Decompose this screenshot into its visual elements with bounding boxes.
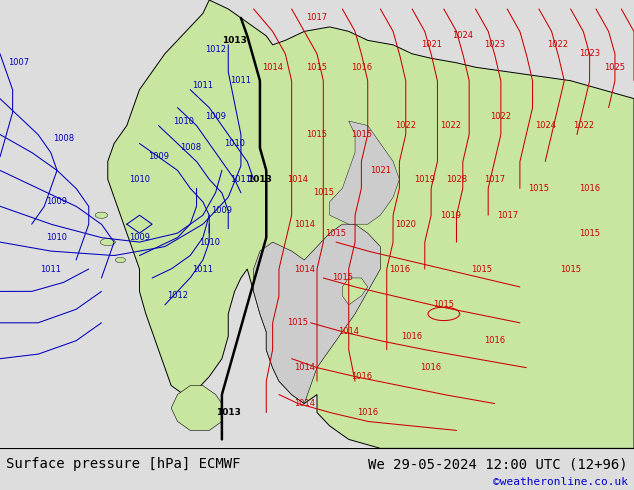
Text: 1011: 1011 xyxy=(230,76,252,85)
Text: 1009: 1009 xyxy=(46,197,68,206)
Text: 1009: 1009 xyxy=(205,112,226,121)
Text: 1015: 1015 xyxy=(433,300,455,309)
Text: 1019: 1019 xyxy=(414,175,436,184)
Polygon shape xyxy=(342,278,368,305)
Text: 1015: 1015 xyxy=(560,265,581,273)
Text: 1017: 1017 xyxy=(496,211,518,220)
Text: 1013: 1013 xyxy=(216,408,241,417)
Text: 1015: 1015 xyxy=(579,229,600,238)
Text: 1017: 1017 xyxy=(306,13,328,23)
Text: 1017: 1017 xyxy=(484,175,505,184)
Text: Surface pressure [hPa] ECMWF: Surface pressure [hPa] ECMWF xyxy=(6,457,241,471)
Text: 1012: 1012 xyxy=(167,292,188,300)
Text: 1023: 1023 xyxy=(484,40,505,49)
Text: 1016: 1016 xyxy=(579,184,600,193)
Polygon shape xyxy=(254,224,380,404)
Text: 1014: 1014 xyxy=(338,327,359,336)
Text: 1008: 1008 xyxy=(53,134,74,144)
Polygon shape xyxy=(171,386,222,430)
Text: 1022: 1022 xyxy=(547,40,569,49)
Polygon shape xyxy=(95,212,108,219)
Text: 1022: 1022 xyxy=(439,121,461,130)
Text: 1015: 1015 xyxy=(351,130,372,139)
Text: 1013: 1013 xyxy=(222,36,247,45)
Text: 1016: 1016 xyxy=(420,363,442,372)
Text: ©weatheronline.co.uk: ©weatheronline.co.uk xyxy=(493,477,628,487)
Text: 1008: 1008 xyxy=(179,144,201,152)
Text: 1009: 1009 xyxy=(211,206,233,215)
Text: 1016: 1016 xyxy=(389,265,410,273)
Text: 1019: 1019 xyxy=(439,211,461,220)
Text: 1016: 1016 xyxy=(401,332,423,341)
Text: 1016: 1016 xyxy=(484,336,505,345)
Text: 1015: 1015 xyxy=(471,265,493,273)
Text: 1010: 1010 xyxy=(129,175,150,184)
Text: 1015: 1015 xyxy=(306,63,328,72)
Text: 1024: 1024 xyxy=(534,121,556,130)
Text: We 29-05-2024 12:00 UTC (12+96): We 29-05-2024 12:00 UTC (12+96) xyxy=(368,457,628,471)
Text: 1022: 1022 xyxy=(490,112,512,121)
Text: 1014: 1014 xyxy=(294,399,315,408)
Text: 1015: 1015 xyxy=(306,130,328,139)
Text: 1024: 1024 xyxy=(452,31,474,40)
Text: 1013: 1013 xyxy=(247,175,273,184)
Polygon shape xyxy=(330,121,399,224)
Text: 1010: 1010 xyxy=(224,139,245,148)
Text: 1016: 1016 xyxy=(351,63,372,72)
Text: 1023: 1023 xyxy=(579,49,600,58)
Text: 1028: 1028 xyxy=(446,175,467,184)
Text: 1009: 1009 xyxy=(148,152,169,161)
Text: 1015: 1015 xyxy=(313,188,334,197)
Polygon shape xyxy=(100,239,115,245)
Text: 1021: 1021 xyxy=(370,166,391,175)
Polygon shape xyxy=(108,0,634,448)
Text: 1016: 1016 xyxy=(357,408,378,417)
Text: 1011: 1011 xyxy=(192,265,214,273)
Text: 1014: 1014 xyxy=(294,265,315,273)
Text: 1022: 1022 xyxy=(395,121,417,130)
Text: 1014: 1014 xyxy=(294,363,315,372)
Text: 1011: 1011 xyxy=(40,265,61,273)
Text: 1012: 1012 xyxy=(205,45,226,54)
Text: 1016: 1016 xyxy=(351,372,372,381)
Text: 1009: 1009 xyxy=(129,233,150,242)
Text: 1015: 1015 xyxy=(528,184,550,193)
Text: 1020: 1020 xyxy=(395,220,417,229)
Text: 1014: 1014 xyxy=(294,220,315,229)
Text: 1015: 1015 xyxy=(332,273,353,282)
Text: 1011: 1011 xyxy=(192,81,214,90)
Text: 1011: 1011 xyxy=(230,175,252,184)
Text: 1025: 1025 xyxy=(604,63,626,72)
Text: 1022: 1022 xyxy=(573,121,594,130)
Polygon shape xyxy=(115,257,126,263)
Text: 1007: 1007 xyxy=(8,58,30,67)
Text: 1021: 1021 xyxy=(420,40,442,49)
Text: 1015: 1015 xyxy=(325,229,347,238)
Text: 1014: 1014 xyxy=(262,63,283,72)
Text: 1010: 1010 xyxy=(198,238,220,246)
Text: 1015: 1015 xyxy=(287,318,309,327)
Text: 1010: 1010 xyxy=(46,233,68,242)
Text: 1010: 1010 xyxy=(173,117,195,125)
Text: 1014: 1014 xyxy=(287,175,309,184)
